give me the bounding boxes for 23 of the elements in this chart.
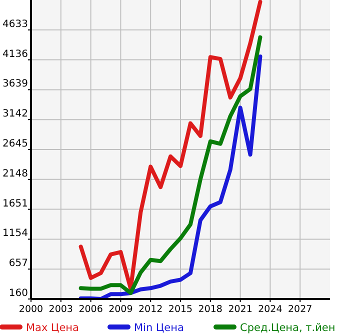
y-tick-label: 1154 bbox=[2, 228, 28, 240]
y-tick-label: 2645 bbox=[2, 138, 28, 150]
legend-label: Max Цена bbox=[26, 322, 79, 334]
x-tick-label: 2018 bbox=[198, 304, 222, 315]
y-tick-label: 2148 bbox=[2, 168, 28, 180]
x-tick-label: 2003 bbox=[48, 304, 73, 315]
y-tick-label: 3142 bbox=[2, 108, 28, 120]
x-tick-label: 2012 bbox=[138, 304, 163, 315]
legend-label: Min Цена bbox=[134, 322, 184, 334]
legend-label: Сред.Цена, т.йен bbox=[240, 322, 336, 334]
x-tick-label: 2006 bbox=[78, 304, 103, 315]
x-tick-label: 2000 bbox=[18, 304, 44, 315]
y-tick-label: 4136 bbox=[2, 48, 28, 60]
x-tick-label: 2021 bbox=[228, 304, 252, 315]
y-tick-label: 1651 bbox=[2, 198, 28, 210]
x-tick-label: 2027 bbox=[288, 304, 312, 315]
y-tick-label: 3639 bbox=[2, 78, 28, 90]
y-tick-label: 4633 bbox=[2, 18, 28, 30]
x-tick-label: 2009 bbox=[108, 304, 133, 315]
x-tick-label: 2015 bbox=[168, 304, 193, 315]
x-tick-label: 2024 bbox=[258, 304, 282, 315]
y-tick-label: 160 bbox=[8, 288, 28, 299]
y-tick-label: 657 bbox=[8, 258, 28, 270]
